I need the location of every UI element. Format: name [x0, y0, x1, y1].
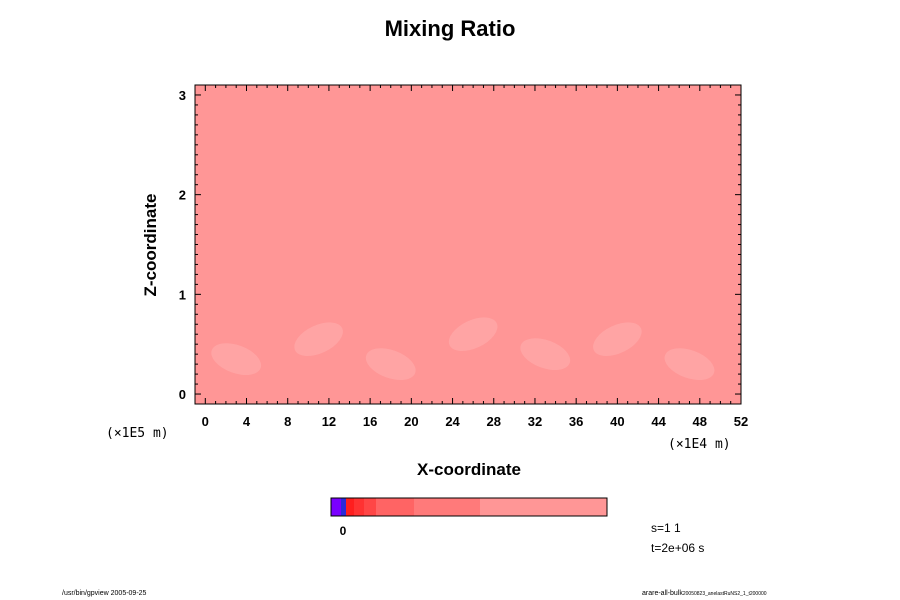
- y-scale-factor-label: (×1E5 m): [106, 426, 169, 441]
- x-tick-label: 36: [569, 414, 583, 429]
- x-tick-label: 48: [693, 414, 707, 429]
- x-tick-label: 4: [243, 414, 251, 429]
- texture-swirl: [365, 348, 416, 381]
- y-axis-label: Z-coordinate: [141, 193, 160, 297]
- colorbar-segment: [364, 498, 376, 516]
- time-info: t=2e+06 s: [651, 541, 705, 555]
- texture-swirl: [664, 348, 715, 381]
- slice-info: s=1 1: [651, 521, 681, 535]
- colorbar-segment: [480, 498, 607, 516]
- x-tick-label: 40: [610, 414, 624, 429]
- footer-source-detail: 20050823_anelastRuNS2_1_t200000: [682, 591, 767, 597]
- colorbar-segment: [354, 498, 364, 516]
- y-tick-label: 1: [179, 287, 186, 302]
- y-tick-label: 2: [179, 188, 186, 203]
- x-tick-label: 8: [284, 414, 291, 429]
- chart-title: Mixing Ratio: [384, 16, 516, 41]
- footer-command: /usr/bin/gpview 2005-09-25: [62, 590, 147, 597]
- x-tick-label: 16: [363, 414, 377, 429]
- texture-swirl: [448, 317, 498, 352]
- colorbar-segment: [341, 498, 346, 516]
- colorbar-segment: [346, 498, 354, 516]
- colorbar-segment: [414, 498, 480, 516]
- colorbar-segment: [376, 498, 414, 516]
- footer-source: arare-all-bulk20050823_anelastRuNS2_1_t2…: [642, 590, 767, 597]
- y-tick-label: 0: [179, 387, 186, 402]
- x-scale-factor-label: (×1E4 m): [668, 437, 731, 452]
- colorbar-frame: [330, 497, 608, 517]
- x-tick-label: 52: [734, 414, 748, 429]
- colorbar: 0: [330, 497, 608, 538]
- layer-0: [195, 85, 741, 404]
- texture-swirl: [211, 343, 262, 376]
- x-tick-label: 24: [445, 414, 460, 429]
- texture-swirl: [294, 322, 343, 356]
- x-axis-label: X-coordinate: [417, 460, 521, 479]
- x-tick-label: 32: [528, 414, 542, 429]
- texture-swirl: [520, 338, 571, 371]
- x-tick-label: 20: [404, 414, 418, 429]
- x-tick-label: 44: [651, 414, 666, 429]
- colorbar-tick-label: 0: [340, 524, 347, 538]
- texture-swirl: [593, 322, 642, 356]
- x-tick-label: 28: [487, 414, 501, 429]
- colorbar-segment: [331, 498, 341, 516]
- plot-area: [195, 85, 741, 404]
- x-tick-label: 0: [202, 414, 209, 429]
- x-tick-label: 12: [322, 414, 336, 429]
- footer-source-main: arare-all-bulk: [642, 590, 683, 597]
- y-tick-label: 3: [179, 88, 186, 103]
